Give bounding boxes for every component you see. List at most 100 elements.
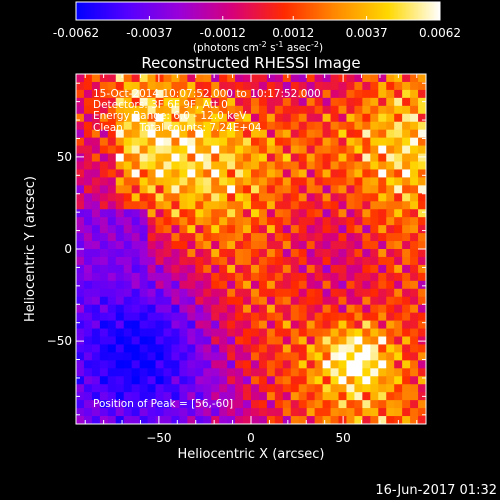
heatmap-cell xyxy=(155,225,165,234)
heatmap-cell xyxy=(386,280,395,290)
heatmap-cell xyxy=(155,384,165,393)
heatmap-cell xyxy=(274,249,284,258)
heatmap-cell xyxy=(362,312,371,322)
heatmap-cell xyxy=(179,201,188,210)
heatmap-cell xyxy=(274,137,284,147)
heatmap-cell xyxy=(211,193,220,202)
heatmap-cell xyxy=(410,384,419,393)
heatmap-cell xyxy=(115,288,125,298)
heatmap-cell xyxy=(402,288,411,298)
heatmap-cell xyxy=(251,137,260,147)
heatmap-cell xyxy=(195,368,204,377)
heatmap-cell xyxy=(330,209,340,218)
heatmap-cell xyxy=(227,249,236,258)
heatmap-cell xyxy=(402,280,411,290)
heatmap-cell xyxy=(187,256,196,266)
heatmap-cell xyxy=(115,376,125,385)
heatmap-cell xyxy=(274,352,284,361)
heatmap-cell xyxy=(418,81,426,91)
heatmap-cell xyxy=(139,201,149,210)
heatmap-cell xyxy=(227,201,236,210)
heatmap-cell xyxy=(410,249,419,258)
heatmap-cell xyxy=(418,209,426,218)
heatmap-cell xyxy=(211,384,220,393)
heatmap-cell xyxy=(410,392,419,401)
heatmap-cell xyxy=(155,153,165,163)
heatmap-cell xyxy=(394,400,403,409)
heatmap-cell xyxy=(330,368,340,377)
heatmap-cell xyxy=(107,328,117,338)
heatmap-cell xyxy=(394,201,403,210)
heatmap-cell xyxy=(394,352,403,361)
heatmap-cell xyxy=(378,280,387,290)
heatmap-cell xyxy=(386,376,395,385)
heatmap-cell xyxy=(187,312,196,322)
heatmap-cell xyxy=(354,121,363,131)
heatmap-cell xyxy=(99,336,109,346)
heatmap-cell xyxy=(282,360,292,369)
heatmap-cell xyxy=(330,384,340,393)
heatmap-cell xyxy=(83,328,93,338)
heatmap-cell xyxy=(155,201,165,210)
heatmap-cell xyxy=(251,225,260,234)
heatmap-cell xyxy=(251,97,260,107)
heatmap-cell xyxy=(322,209,332,218)
heatmap-cell xyxy=(227,209,236,218)
heatmap-cell xyxy=(362,408,371,417)
heatmap-cell xyxy=(187,153,196,163)
heatmap-cell xyxy=(83,217,93,226)
heatmap-cell xyxy=(227,193,236,202)
colorbar-tick-label: 0.0037 xyxy=(346,26,388,40)
heatmap-cell xyxy=(139,360,149,369)
heatmap-cell xyxy=(155,185,165,194)
heatmap-cell xyxy=(386,336,395,346)
heatmap-cell xyxy=(338,97,348,107)
heatmap-cell xyxy=(402,225,411,234)
heatmap-cell xyxy=(211,97,220,107)
heatmap-cell xyxy=(187,344,196,353)
heatmap-cell xyxy=(123,360,133,369)
heatmap-cell xyxy=(115,201,125,210)
heatmap-cell xyxy=(147,328,157,338)
heatmap-cell xyxy=(163,105,173,115)
heatmap-cell xyxy=(203,320,212,330)
heatmap-image xyxy=(76,74,426,424)
heatmap-cell xyxy=(410,145,419,155)
heatmap-cell xyxy=(378,233,387,242)
heatmap-cell xyxy=(131,304,141,314)
heatmap-cell xyxy=(107,105,117,115)
heatmap-cell xyxy=(346,320,355,330)
heatmap-cell xyxy=(370,264,379,274)
heatmap-cell xyxy=(418,408,426,417)
heatmap-cell xyxy=(394,344,403,353)
heatmap-cell xyxy=(378,288,387,298)
heatmap-cell xyxy=(235,288,244,298)
heatmap-cell xyxy=(354,280,363,290)
heatmap-cell xyxy=(322,97,332,107)
heatmap-cell xyxy=(235,392,244,401)
heatmap-cell xyxy=(274,328,284,338)
heatmap-cell xyxy=(147,129,157,139)
heatmap-cell xyxy=(155,264,165,274)
heatmap-cell xyxy=(179,384,188,393)
heatmap-cell xyxy=(338,89,348,99)
heatmap-cell xyxy=(251,264,260,274)
heatmap-cell xyxy=(370,352,379,361)
heatmap-cell xyxy=(195,233,204,242)
heatmap-cell xyxy=(418,169,426,178)
heatmap-cell xyxy=(338,344,348,353)
heatmap-cell xyxy=(99,264,109,274)
heatmap-cell xyxy=(338,193,348,202)
heatmap-cell xyxy=(322,145,332,155)
heatmap-cell xyxy=(187,304,196,314)
heatmap-cell xyxy=(179,296,188,306)
heatmap-cell xyxy=(195,161,204,171)
heatmap-cell xyxy=(386,392,395,401)
heatmap-cell xyxy=(290,233,300,242)
heatmap-cell xyxy=(195,360,204,369)
heatmap-cell xyxy=(76,408,85,417)
heatmap-cell xyxy=(266,241,276,250)
heatmap-cell xyxy=(99,209,109,218)
heatmap-cell xyxy=(290,209,300,218)
heatmap-cell xyxy=(211,201,220,210)
